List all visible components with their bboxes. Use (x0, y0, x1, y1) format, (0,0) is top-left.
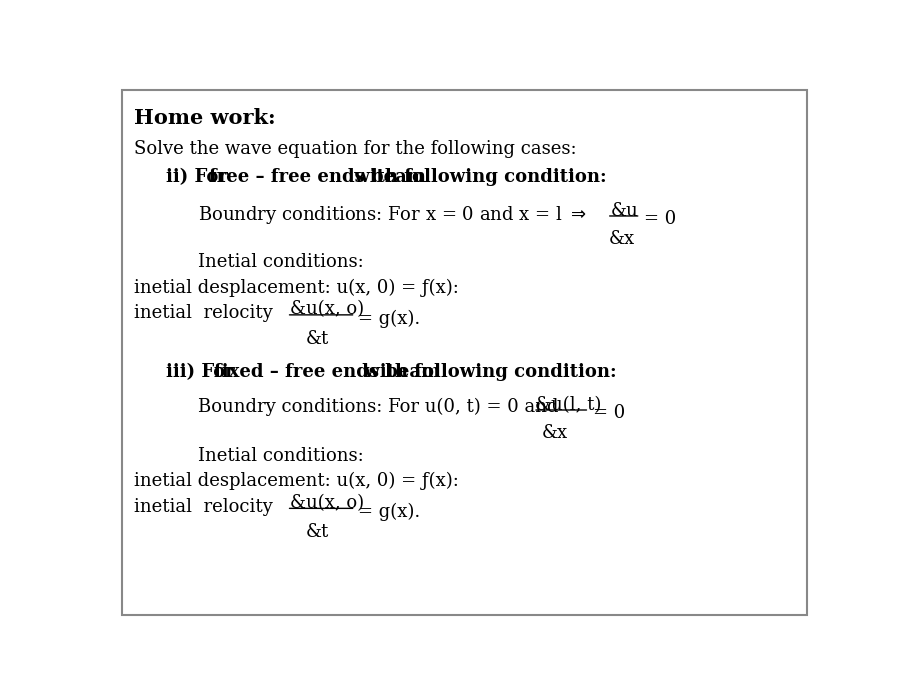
Text: &x: &x (609, 230, 635, 248)
Text: Boundry conditions: For x = 0 and x = l $\Rightarrow$: Boundry conditions: For x = 0 and x = l … (198, 204, 586, 226)
Text: free – free ends beam: free – free ends beam (209, 168, 427, 186)
Text: &t: &t (305, 524, 329, 542)
Text: Boundry conditions: For u(0, t) = 0 and: Boundry conditions: For u(0, t) = 0 and (198, 398, 558, 417)
Text: &u(x, o): &u(x, o) (290, 494, 364, 512)
Text: = 0: = 0 (644, 209, 676, 228)
Text: Home work:: Home work: (134, 108, 276, 128)
Text: = g(x).: = g(x). (358, 309, 420, 328)
Text: inetial desplacement: u(x, 0) = ƒ(x):: inetial desplacement: u(x, 0) = ƒ(x): (134, 279, 459, 297)
Text: iii) For: iii) For (166, 363, 241, 381)
Text: = g(x).: = g(x). (358, 503, 420, 521)
Text: inetial  relocity: inetial relocity (134, 304, 273, 322)
Text: Solve the wave equation for the following cases:: Solve the wave equation for the followin… (134, 140, 577, 158)
Text: inetial desplacement: u(x, 0) = ƒ(x):: inetial desplacement: u(x, 0) = ƒ(x): (134, 472, 459, 490)
Text: &x: &x (542, 424, 568, 442)
Text: &u(l, t): &u(l, t) (535, 396, 601, 414)
Text: &u: &u (611, 202, 638, 220)
Text: with following condition:: with following condition: (349, 168, 607, 186)
Text: Inetial conditions:: Inetial conditions: (198, 253, 363, 271)
Text: &u(x, o): &u(x, o) (290, 300, 364, 318)
Text: ii) For: ii) For (166, 168, 234, 186)
Text: &t: &t (305, 330, 329, 348)
Text: fixed – free ends beam: fixed – free ends beam (214, 363, 439, 381)
Text: = 0: = 0 (593, 403, 625, 422)
Text: Inetial conditions:: Inetial conditions: (198, 447, 363, 465)
Text: with following condition:: with following condition: (358, 363, 616, 381)
Text: inetial  relocity: inetial relocity (134, 498, 273, 516)
